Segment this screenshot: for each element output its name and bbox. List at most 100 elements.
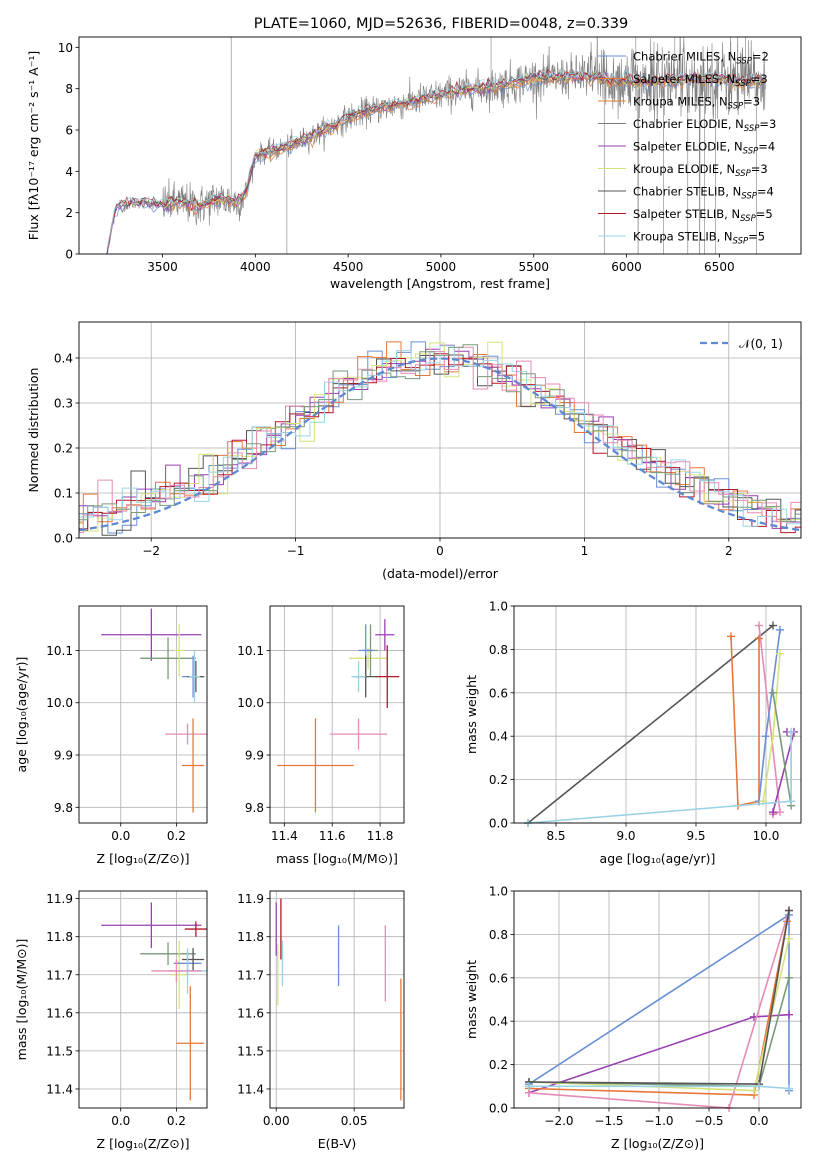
normal-reference-curve <box>79 357 801 532</box>
legend-subscript: SSP <box>728 102 744 112</box>
x-tick-label: 1 <box>581 544 589 558</box>
histogram-step-4 <box>79 341 801 532</box>
legend-entry-4: Salpeter ELODIE, NSSP=4 <box>633 140 775 157</box>
legend-count: =5 <box>748 230 765 244</box>
histogram-step-7 <box>79 346 801 534</box>
x-axis-label: (data-model)/error <box>382 566 499 581</box>
legend-count: =2 <box>752 50 769 64</box>
y-tick-label: 4 <box>65 165 73 179</box>
y-tick-label: 6 <box>65 124 73 138</box>
legend-subscript: SSP <box>744 124 760 134</box>
y-tick-label: 11.5 <box>237 1044 264 1058</box>
y-tick-label: 0.3 <box>54 397 73 411</box>
legend-entry-2: Kroupa MILES, NSSP=3 <box>633 95 760 112</box>
x-tick-label: 0 <box>436 544 444 558</box>
histogram-step-6 <box>79 345 801 529</box>
errorbar-area <box>277 619 400 813</box>
legend-count: =4 <box>757 185 774 199</box>
y-tick-label: 11.7 <box>237 968 264 982</box>
x-axis-label: mass [log₁₀(M/M⊙)] <box>276 851 398 866</box>
legend-entry-3: Chabrier ELODIE, NSSP=3 <box>633 117 776 134</box>
x-tick-label: 0.0 <box>111 1114 130 1128</box>
y-tick-label: 0.2 <box>489 1058 508 1072</box>
histogram-step-2 <box>79 354 801 536</box>
weight-line-7 <box>527 731 793 824</box>
x-tick-label: 6000 <box>611 260 642 274</box>
legend-subscript: SSP <box>740 214 756 224</box>
y-tick-label: 10.0 <box>46 696 73 710</box>
weight-lines <box>524 621 798 827</box>
y-tick-label: 0.4 <box>489 730 508 744</box>
y-tick-label: 11.9 <box>46 892 73 906</box>
legend-count: =3 <box>759 117 776 131</box>
errorbar-area <box>101 902 207 1101</box>
x-axis-label: Z [log₁₀(Z/Z⊙)] <box>611 1136 704 1151</box>
weight-line-2 <box>730 636 760 807</box>
axes-frame <box>269 605 405 824</box>
axes-frame <box>269 890 405 1109</box>
axes-frame <box>513 605 802 824</box>
x-tick-label: 4000 <box>240 260 271 274</box>
legend-subscript: SSP <box>733 237 749 247</box>
y-tick-label: 9.8 <box>245 801 264 815</box>
y-tick-label: 11.4 <box>237 1082 264 1096</box>
x-tick-label: −2.0 <box>544 1114 573 1128</box>
x-tick-label: 0.0 <box>111 829 130 843</box>
spectrum-plot-area <box>106 37 767 254</box>
x-tick-label: 11.6 <box>319 829 346 843</box>
scatter-panel-3: 11.4 11.6 11.8 9.8 9.9 10.0 10.1 mass [log₁₀(M/… <box>237 605 405 866</box>
x-tick-label: 8.5 <box>546 829 565 843</box>
x-tick-label: 0.2 <box>167 829 186 843</box>
y-axis-label: Normed distribution <box>26 368 41 493</box>
x-axis-label: age [log₁₀(age/yr)] <box>600 851 716 866</box>
x-tick-label: −1.5 <box>594 1114 623 1128</box>
x-tick-label: 6500 <box>704 260 735 274</box>
weight-line-0 <box>527 624 774 824</box>
x-tick-label: 2 <box>725 544 733 558</box>
x-axis-label: wavelength [Angstrom, rest frame] <box>330 276 550 291</box>
x-tick-label: 11.8 <box>367 829 394 843</box>
scatter-panel-2: 0.0 0.2 9.8 9.9 10.0 10.1 Z [log₁₀(Z/Z⊙)] age [… <box>14 605 208 866</box>
y-tick-label: 0.0 <box>489 817 508 831</box>
y-axis-label: mass weight <box>464 960 479 1039</box>
y-tick-label: 1.0 <box>489 600 508 614</box>
y-tick-label: 11.6 <box>46 1006 73 1020</box>
legend-count: =4 <box>758 140 775 154</box>
legend-count: =3 <box>743 95 760 109</box>
y-tick-label: 0.2 <box>54 442 73 456</box>
model-fit-line-6 <box>106 70 765 254</box>
histogram-step-5 <box>79 353 801 534</box>
y-tick-label: 0.6 <box>489 686 508 700</box>
x-tick-label: 0.0 <box>749 1114 768 1128</box>
model-fit-line-2 <box>167 74 767 213</box>
legend-entry: 𝒩(0, 1) <box>739 337 783 351</box>
y-axis-label: age [log₁₀(age/yr)] <box>14 657 29 773</box>
y-tick-label: 1.0 <box>489 885 508 899</box>
y-tick-label: 0.0 <box>54 532 73 546</box>
legend-count: =3 <box>751 72 768 86</box>
legend-subscript: SSP <box>735 79 751 89</box>
legend-count: =3 <box>751 162 768 176</box>
model-fit-line-8 <box>106 68 765 250</box>
y-tick-label: 10.1 <box>46 644 73 658</box>
y-axis-label: Flux [fλ10⁻¹⁷ erg cm⁻² s⁻¹ A⁻¹] <box>26 51 41 240</box>
histogram-area <box>79 341 801 538</box>
x-tick-label: −1.0 <box>644 1114 673 1128</box>
x-tick-label: 9.5 <box>686 829 705 843</box>
y-tick-label: 0.2 <box>489 773 508 787</box>
x-axis-label: Z [log₁₀(Z/Z⊙)] <box>97 851 190 866</box>
y-tick-label: 0.6 <box>489 971 508 985</box>
legend-entry-7: Salpeter STELIB, NSSP=5 <box>633 207 773 224</box>
axes-frame <box>513 890 802 1109</box>
y-tick-label: 0.8 <box>489 643 508 657</box>
x-tick-label: 0.2 <box>167 1114 186 1128</box>
y-tick-label: 11.8 <box>237 930 264 944</box>
axes-frame <box>78 890 208 1109</box>
weight-panel-7: −2.0 −1.5 −1.0 −0.5 0.0 0.0 0.2 0.4 0.6 0.8 1.0 Z [… <box>464 885 802 1151</box>
legend-count: =5 <box>756 207 773 221</box>
y-tick-label: 11.7 <box>46 968 73 982</box>
legend-entry-6: Chabrier STELIB, NSSP=4 <box>633 185 774 202</box>
y-tick-label: 11.5 <box>46 1044 73 1058</box>
x-tick-label: −0.5 <box>694 1114 723 1128</box>
x-tick-label: 5500 <box>518 260 549 274</box>
